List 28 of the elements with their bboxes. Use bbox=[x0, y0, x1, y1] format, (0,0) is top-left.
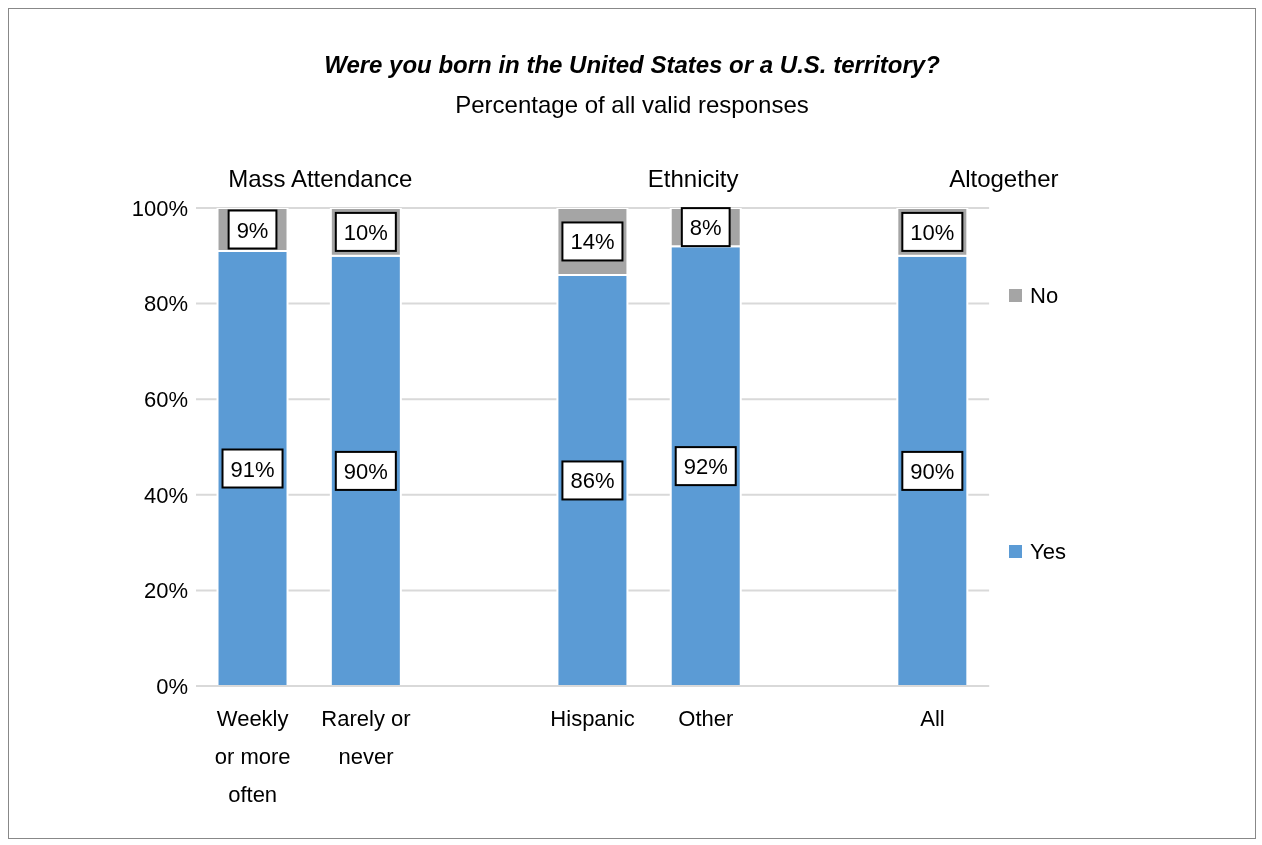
chart-title: Were you born in the United States or a U.S. territory? bbox=[323, 51, 941, 79]
x-tick-label: Hispanic bbox=[550, 706, 635, 731]
data-label: 10% bbox=[910, 219, 955, 245]
y-tick-label: 100% bbox=[131, 195, 188, 221]
data-label: 10% bbox=[343, 219, 388, 245]
y-tick-label: 0% bbox=[156, 673, 188, 699]
data-label: 91% bbox=[230, 456, 275, 482]
text: Ethnicity bbox=[646, 165, 740, 193]
data-label: 92% bbox=[683, 454, 728, 480]
text: Altogether bbox=[948, 165, 1060, 193]
y-tick-label: 60% bbox=[143, 387, 188, 413]
data-label: 90% bbox=[343, 458, 388, 484]
y-tick-label: 20% bbox=[143, 578, 188, 604]
data-label: 86% bbox=[570, 468, 615, 494]
x-tick-label: Rarely or never bbox=[321, 706, 411, 769]
x-tick-label: All bbox=[920, 706, 945, 731]
data-label: 8% bbox=[689, 215, 722, 241]
chart-subtitle: Percentage of all valid responses bbox=[454, 91, 810, 119]
legend-label: No bbox=[1030, 282, 1059, 309]
y-tick-label: 40% bbox=[143, 482, 188, 508]
data-label: 14% bbox=[570, 229, 615, 255]
text: Mass Attendance bbox=[227, 165, 414, 193]
y-tick-label: 80% bbox=[143, 291, 188, 317]
data-label: 90% bbox=[910, 458, 955, 484]
legend-label: Yes bbox=[1030, 538, 1066, 565]
data-label: 9% bbox=[236, 217, 269, 243]
x-tick-label: Weekly or more often bbox=[214, 706, 291, 807]
x-tick-label: Other bbox=[678, 706, 734, 731]
